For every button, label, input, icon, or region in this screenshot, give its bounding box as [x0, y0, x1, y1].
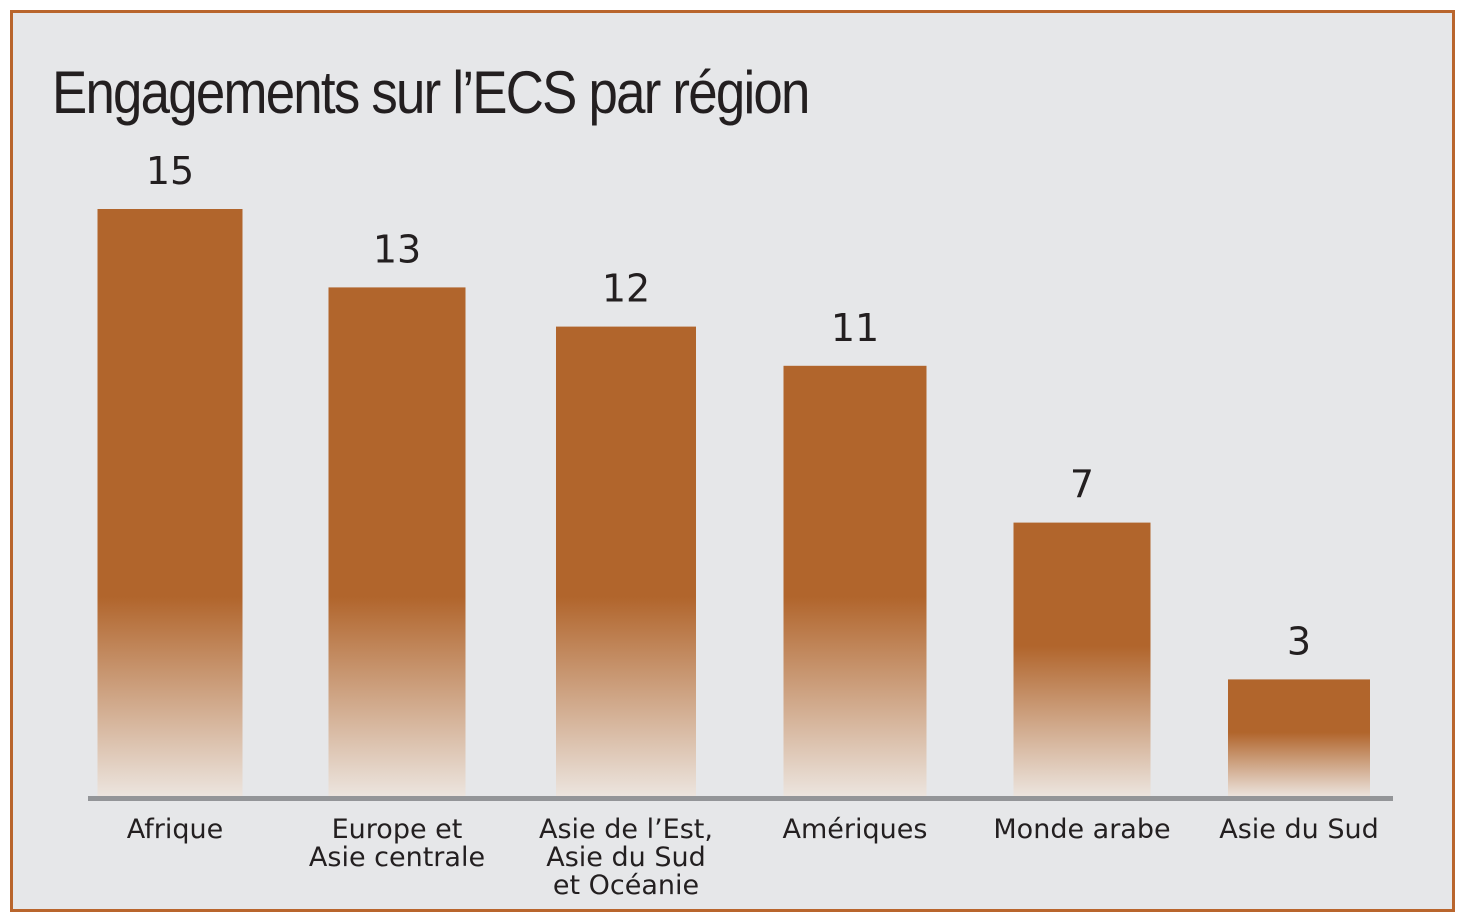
data-label: 12	[602, 267, 650, 311]
bar	[783, 365, 927, 797]
data-label: 3	[1287, 619, 1311, 663]
chart-frame	[10, 10, 1455, 912]
data-label: 11	[831, 306, 879, 350]
category-label: Asie de l’Est,	[539, 814, 713, 845]
x-axis-line	[88, 796, 1393, 801]
category-label: Asie du Sud	[546, 842, 705, 873]
chart-title: Engagements sur l’ECS par région	[52, 59, 810, 126]
category-label: Amériques	[783, 814, 928, 845]
bar	[1228, 679, 1370, 797]
category-label: Monde arabe	[993, 814, 1170, 845]
category-label: Asie centrale	[309, 842, 485, 873]
data-label: 7	[1070, 463, 1094, 507]
bar	[328, 287, 466, 797]
category-label: Asie du Sud	[1219, 814, 1378, 845]
bar	[97, 209, 243, 797]
bar	[1013, 522, 1151, 797]
data-label: 15	[146, 149, 194, 193]
category-label: et Océanie	[553, 870, 699, 901]
data-label: 13	[373, 227, 421, 271]
category-label: Afrique	[127, 814, 223, 845]
bar	[556, 326, 696, 797]
category-label: Europe et	[332, 814, 463, 845]
